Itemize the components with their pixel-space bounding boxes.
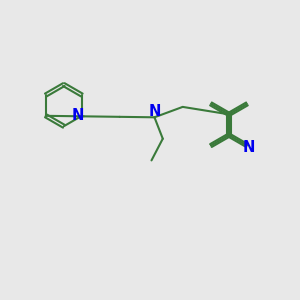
Text: N: N bbox=[72, 108, 84, 123]
Text: N: N bbox=[148, 104, 160, 119]
Text: N: N bbox=[242, 140, 255, 154]
